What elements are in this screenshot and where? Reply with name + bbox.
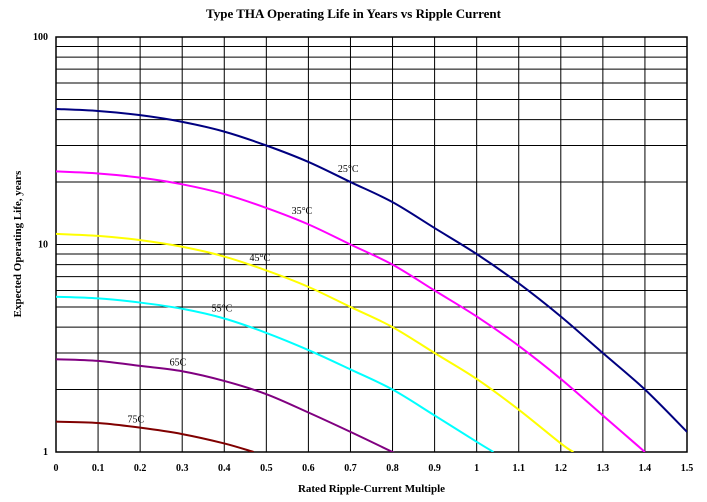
- x-axis-title: Rated Ripple-Current Multiple: [297, 483, 446, 495]
- x-tick-label: 1.3: [597, 463, 610, 474]
- plot-frame: [55, 36, 688, 453]
- x-tick-label: 0.8: [386, 463, 399, 474]
- x-tick-label: 0.5: [260, 463, 273, 474]
- x-tick-label: 1.2: [555, 463, 568, 474]
- x-tick-label: 0: [54, 463, 59, 474]
- y-tick-label: 100: [33, 32, 48, 43]
- chart-title: Type THA Operating Life in Years vs Ripp…: [206, 6, 501, 21]
- curve-label: 65C: [170, 358, 187, 369]
- y-axis-title: Expected Operating Life, years: [12, 170, 24, 318]
- series-line-5: [56, 420, 254, 452]
- curve-label: 75C: [128, 414, 145, 425]
- x-tick-label: 1.5: [681, 463, 694, 474]
- curve-label: 45°C: [250, 253, 271, 264]
- y-tick-label: 10: [38, 240, 48, 251]
- x-tick-label: 0.7: [344, 463, 357, 474]
- x-tick-label: 1.1: [512, 463, 525, 474]
- x-tick-label: 1.4: [639, 463, 652, 474]
- x-tick-label: 0.2: [134, 463, 147, 474]
- x-tick-label: 0.1: [92, 463, 105, 474]
- series-line-4: [56, 358, 395, 452]
- x-tick-label: 0.6: [302, 463, 315, 474]
- series-line-1: [56, 170, 646, 452]
- series-line-3: [56, 295, 495, 452]
- x-tick-label: 0.3: [176, 463, 189, 474]
- series-line-2: [56, 232, 574, 452]
- curve-label: 35°C: [292, 206, 313, 217]
- curve-label: 55°C: [212, 304, 233, 315]
- y-tick-label: 1: [43, 447, 48, 458]
- x-tick-label: 1: [474, 463, 479, 474]
- series-line-0: [56, 107, 687, 433]
- x-tick-label: 0.9: [428, 463, 441, 474]
- curve-label: 25°C: [338, 164, 359, 175]
- x-tick-label: 0.4: [218, 463, 231, 474]
